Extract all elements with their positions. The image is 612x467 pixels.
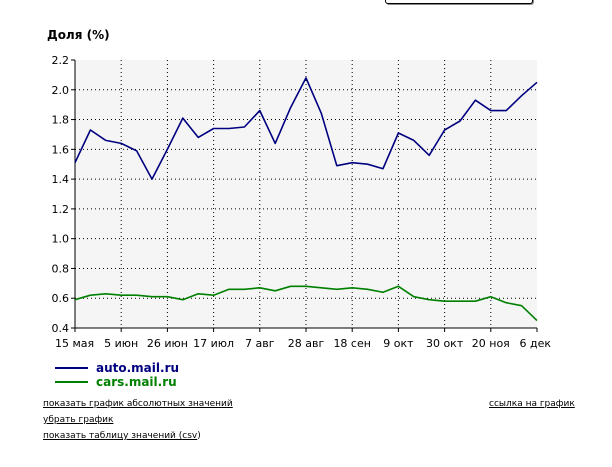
y-tick-label: 1.8 [52, 114, 70, 127]
chart-permalink[interactable]: ссылка на график [489, 399, 575, 409]
x-tick-label: 6 дек [519, 337, 551, 350]
show-table-link[interactable]: показать таблицу значений ( [43, 431, 183, 441]
csv-link[interactable]: csv [182, 431, 198, 441]
y-tick-label: 2.0 [52, 84, 70, 97]
y-tick-label: 1.2 [52, 203, 70, 216]
y-tick-label: 0.6 [52, 292, 70, 305]
x-tick-label: 30 окт [426, 337, 464, 350]
series-line-cars [74, 285, 538, 322]
y-tick-labels: 0.4 0.6 0.8 1.0 1.2 1.4 1.6 1.8 2.0 2.2 [52, 54, 75, 335]
series-lines [74, 77, 538, 322]
series-line-auto [74, 77, 538, 180]
x-tick-label: 18 сен [333, 337, 371, 350]
x-tick-label: 5 июн [104, 337, 138, 350]
x-tick-label: 26 июн [147, 337, 188, 350]
y-tick-label: 0.4 [52, 322, 70, 335]
x-tick-label: 20 ноя [472, 337, 510, 350]
grid-lines [75, 60, 537, 328]
legend-swatch-auto [55, 367, 88, 369]
y-tick-label: 1.4 [52, 173, 70, 186]
legend-swatch-cars [55, 381, 88, 383]
x-tick-labels: 15 мая 5 июн 26 июн 17 июл 7 авг 28 авг 18 сен… [55, 328, 551, 350]
table-link-suffix: ) [197, 431, 201, 441]
y-tick-label: 1.6 [52, 143, 70, 156]
y-tick-label: 0.8 [52, 262, 70, 275]
line-chart: 0.4 0.6 0.8 1.0 1.2 1.4 1.6 1.8 2.0 2.2 15 мая 5 и… [52, 54, 552, 350]
y-tick-label: 2.2 [52, 54, 70, 67]
x-tick-label: 28 авг [288, 337, 325, 350]
remove-chart-link[interactable]: убрать график [43, 415, 114, 425]
x-tick-label: 15 мая [55, 337, 94, 350]
legend-label-cars: cars.mail.ru [96, 375, 177, 389]
show-absolute-values-link[interactable]: показать график абсолютных значений [43, 399, 233, 409]
table-link-group: показать таблицу значений (csv) [43, 431, 201, 441]
x-tick-label: 7 авг [245, 337, 275, 350]
top-dropdown-control[interactable] [385, 0, 533, 4]
x-tick-label: 17 июл [193, 337, 234, 350]
legend-label-auto: auto.mail.ru [96, 361, 180, 375]
x-tick-label: 9 окт [383, 337, 414, 350]
chart-title: Доля (%) [47, 28, 110, 42]
y-tick-label: 1.0 [52, 233, 70, 246]
